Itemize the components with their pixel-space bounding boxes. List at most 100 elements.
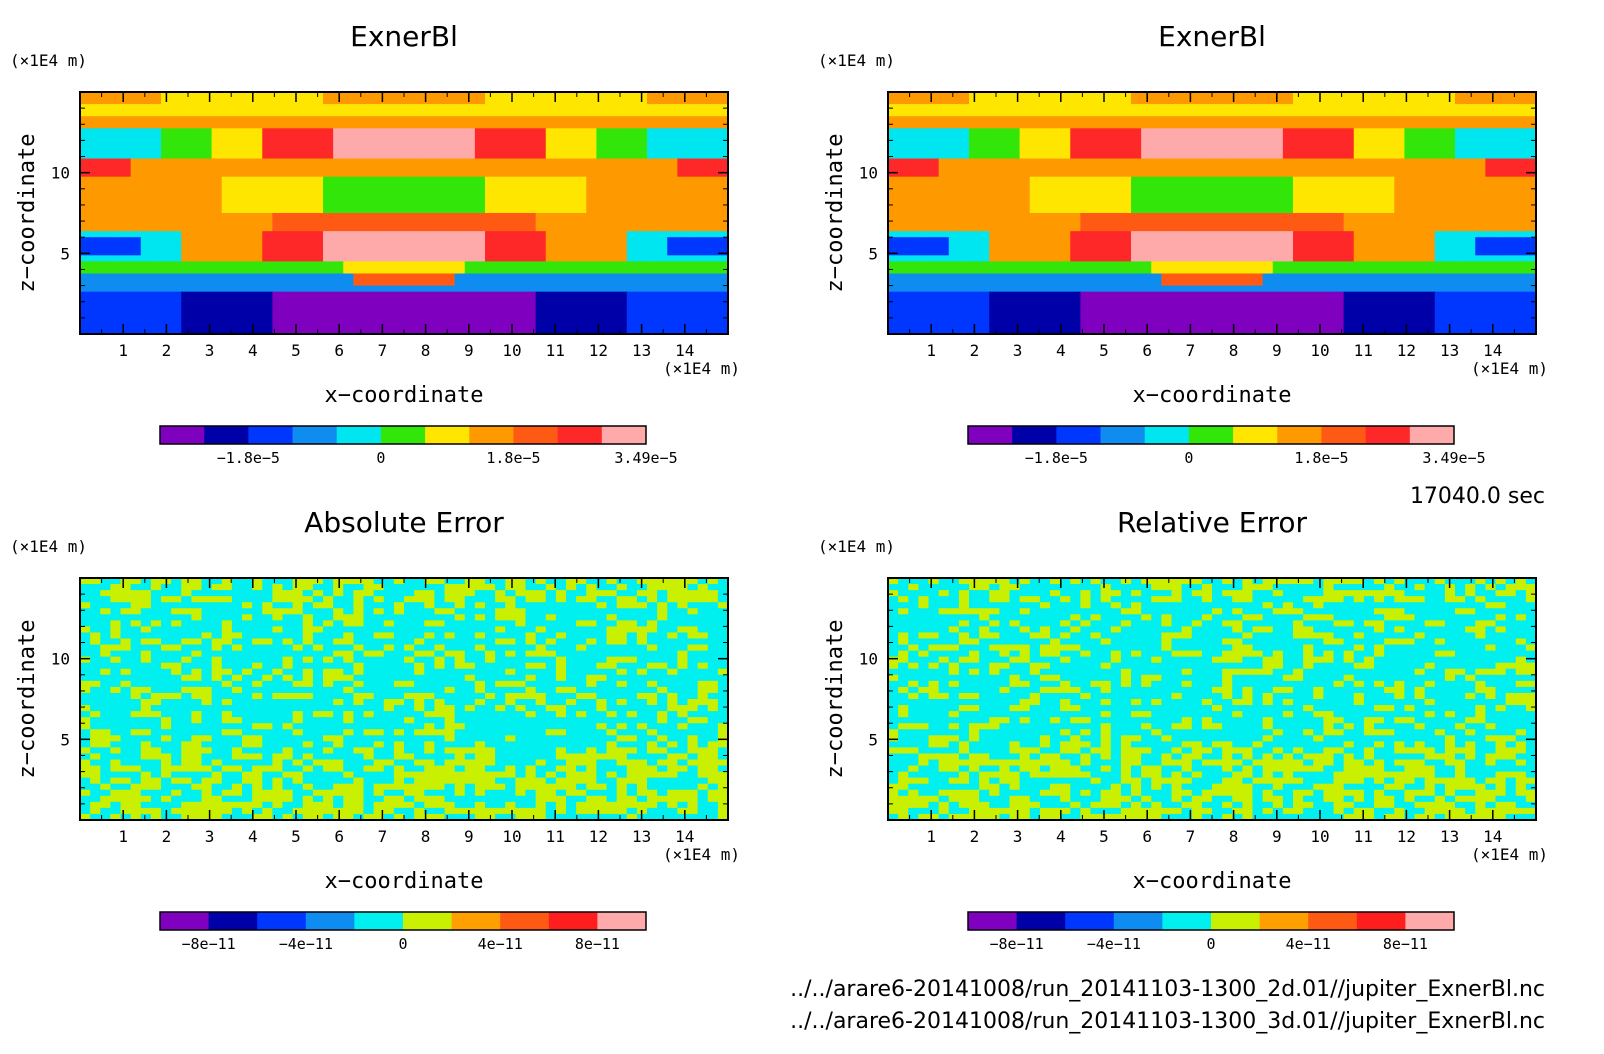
field-cell [80, 267, 91, 275]
field-cell [1171, 267, 1183, 275]
field-cell [1323, 200, 1335, 208]
field-cell [130, 128, 142, 135]
field-cell [1424, 219, 1436, 226]
field-cell [302, 315, 314, 323]
field-cell [1465, 249, 1476, 256]
field-cell [717, 188, 729, 196]
field-cell [888, 297, 899, 305]
field-cell [555, 249, 567, 256]
field-cell [140, 110, 152, 117]
field-cell [1262, 200, 1274, 208]
field-cell [1171, 92, 1183, 99]
field-cell [566, 303, 577, 311]
field-cell [525, 213, 537, 220]
field-cell [424, 170, 435, 178]
field-cell [677, 249, 689, 256]
field-cell [1525, 303, 1537, 311]
field-cell [474, 164, 486, 172]
field-cell [1029, 98, 1041, 105]
field-cell [657, 110, 668, 117]
field-cell [485, 194, 496, 202]
field-cell [1323, 182, 1335, 190]
field-cell [393, 152, 405, 160]
field-cell [697, 273, 709, 281]
field-cell [1191, 237, 1203, 244]
field-cell [363, 261, 375, 269]
field-cell [444, 152, 456, 160]
field-cell [404, 152, 415, 160]
field-cell [1272, 237, 1284, 244]
field-cell [1222, 128, 1233, 135]
field-cell [1141, 285, 1152, 293]
field-cell [150, 134, 162, 141]
field-cell [1343, 152, 1355, 160]
field-cell [1343, 237, 1355, 244]
field-cell [1009, 273, 1021, 281]
field-cell [1039, 261, 1051, 269]
field-cell [657, 219, 668, 226]
field-cell [1252, 213, 1264, 220]
field-cell [979, 291, 990, 299]
field-cell [161, 206, 172, 214]
colorbar: −1.8e−5 0 1.8e−5 3.49e−5 [159, 425, 678, 467]
field-cell [1313, 116, 1324, 123]
field-cell [282, 285, 294, 293]
field-cell [110, 327, 122, 335]
field-cell [485, 261, 496, 269]
field-cell [424, 92, 435, 99]
field-cell [535, 297, 547, 305]
field-cell [1201, 170, 1213, 178]
field-cell [434, 225, 446, 232]
field-cell [1090, 194, 1102, 202]
field-cell [485, 146, 496, 154]
field-cell [373, 98, 385, 105]
field-cell [454, 225, 466, 232]
field-cell [1505, 231, 1517, 238]
field-cell [282, 158, 294, 166]
field-cell [948, 200, 960, 208]
field-cell [1120, 194, 1132, 202]
field-cell [191, 315, 203, 323]
field-cell [80, 188, 91, 196]
field-cell [1050, 134, 1061, 141]
field-cell [1333, 225, 1345, 232]
field-cell [1262, 297, 1274, 305]
field-cell [687, 237, 699, 244]
field-cell [525, 291, 537, 299]
field-cell [404, 273, 415, 281]
field-cell [1242, 170, 1254, 178]
field-cell [414, 303, 425, 311]
field-cell [191, 92, 203, 99]
field-cell [677, 128, 689, 135]
field-cell [181, 255, 192, 262]
field-cell [1414, 206, 1426, 214]
field-cell [667, 92, 678, 99]
field-cell [1222, 261, 1233, 269]
field-cell [191, 297, 203, 305]
field-cell [707, 146, 719, 154]
field-cell [1070, 104, 1081, 111]
field-cell [1222, 249, 1233, 256]
field-cell [1070, 188, 1081, 196]
field-cell [485, 267, 496, 275]
field-cell [1242, 267, 1254, 275]
field-cell [1131, 249, 1142, 256]
field-cell [555, 297, 567, 305]
field-cell [171, 261, 182, 269]
field-cell [282, 176, 294, 184]
field-cell [1414, 122, 1426, 129]
field-cell [667, 128, 678, 135]
field-cell [454, 188, 466, 196]
field-cell [1009, 194, 1021, 202]
field-cell [1475, 98, 1486, 105]
field-cell [100, 279, 111, 287]
field-cell [1414, 146, 1426, 154]
field-cell [150, 303, 162, 311]
field-cell [485, 116, 496, 123]
field-cell [576, 279, 587, 287]
field-cell [302, 249, 314, 256]
field-cell [908, 152, 919, 160]
field-cell [1120, 128, 1132, 135]
field-cell [969, 170, 980, 178]
field-cell [1343, 128, 1355, 135]
